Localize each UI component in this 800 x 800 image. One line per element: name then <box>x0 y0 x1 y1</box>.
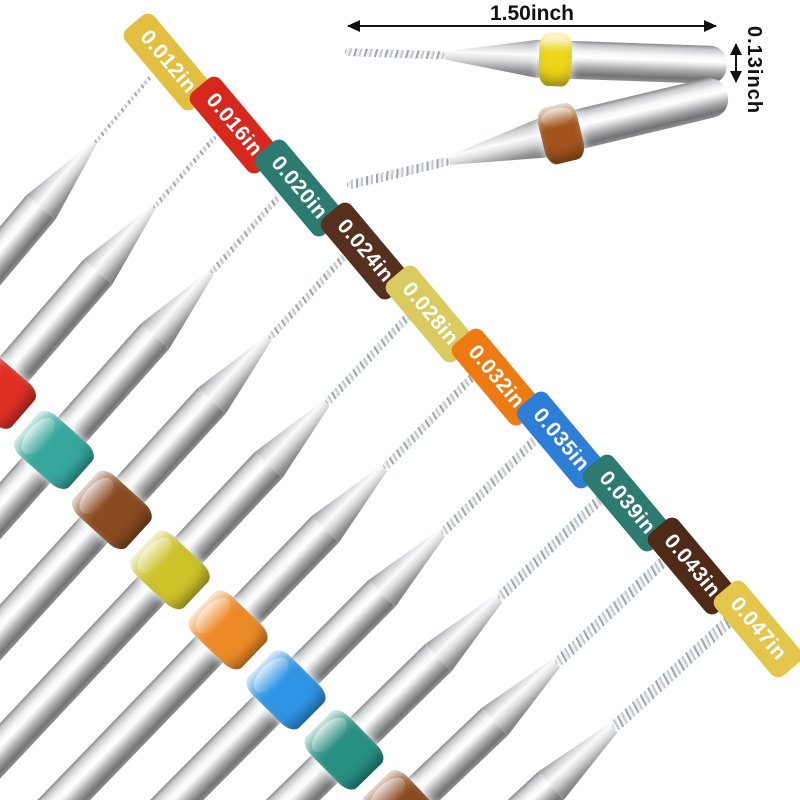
length-dimension-label: 1.50inch <box>489 2 575 25</box>
size-ring <box>537 31 573 87</box>
ring-gloss <box>248 652 295 699</box>
diagram-drill-bit <box>340 66 734 214</box>
arrowhead-right-icon <box>704 20 717 32</box>
ring-gloss <box>306 712 353 758</box>
diameter-dimension-line <box>735 44 737 82</box>
ring-gloss <box>364 772 411 800</box>
drill-flute <box>93 75 152 144</box>
drill-flute <box>323 312 413 406</box>
drill-flute <box>266 252 348 341</box>
drill-flute <box>344 48 446 60</box>
diameter-dimension-label: 0.13inch <box>743 26 765 115</box>
drill-flute <box>151 134 217 210</box>
length-dimension-line <box>348 25 716 27</box>
drill-cone <box>444 119 547 180</box>
ring-gloss <box>132 532 178 579</box>
ring-gloss <box>541 35 569 53</box>
arrowhead-down-icon <box>730 71 742 83</box>
drill-flute <box>381 371 478 471</box>
drill-flute <box>345 156 451 190</box>
arrowhead-up-icon <box>730 43 742 55</box>
arrowhead-left-icon <box>347 20 360 32</box>
ring-gloss <box>190 592 236 639</box>
ring-gloss <box>0 352 3 400</box>
ring-gloss <box>74 472 120 520</box>
ring-gloss <box>15 412 61 460</box>
drill-cone <box>444 37 537 78</box>
drill-flute <box>209 193 282 275</box>
ring-gloss <box>539 105 575 130</box>
